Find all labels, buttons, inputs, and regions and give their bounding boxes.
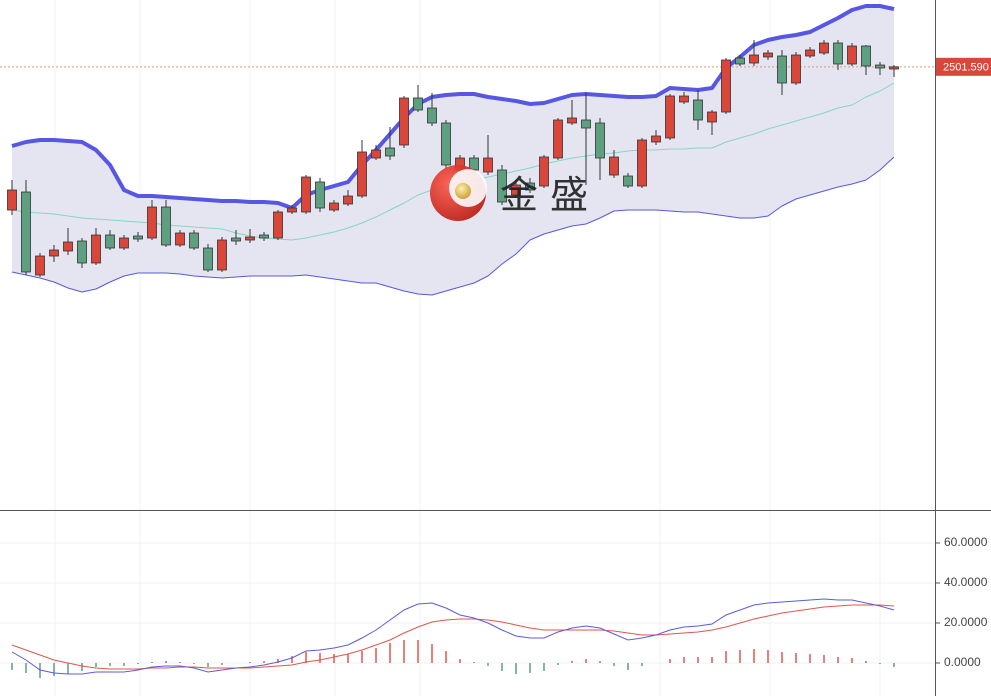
candle-body bbox=[581, 119, 591, 129]
candle-body bbox=[791, 54, 801, 84]
candle-body bbox=[357, 151, 367, 197]
candle-body bbox=[35, 255, 45, 276]
candle-body bbox=[203, 247, 213, 271]
candle-body bbox=[21, 191, 31, 273]
candle-body bbox=[497, 169, 507, 203]
y-tick-label: 40.0000 bbox=[944, 575, 988, 589]
candle-body bbox=[637, 139, 647, 187]
candle-body bbox=[777, 55, 787, 84]
candle-body bbox=[147, 206, 157, 239]
candle-body bbox=[7, 189, 17, 211]
candle-body bbox=[595, 122, 605, 159]
candle-body bbox=[413, 97, 423, 111]
candle-body bbox=[77, 240, 87, 264]
candle-body bbox=[217, 239, 227, 271]
candle-body bbox=[259, 234, 269, 239]
candle-body bbox=[651, 135, 661, 143]
candle-body bbox=[623, 175, 633, 187]
candle-body bbox=[889, 66, 899, 70]
candle-body bbox=[665, 95, 675, 139]
price-axis: 2501.590 0.0000 20.0000 40.0000 60.0000 bbox=[935, 57, 991, 669]
dif-line bbox=[11, 598, 895, 675]
candle-body bbox=[693, 99, 703, 121]
candle-body bbox=[805, 49, 815, 57]
y-tick-label: 20.0000 bbox=[944, 615, 988, 629]
candle-body bbox=[539, 156, 549, 187]
candle-body bbox=[679, 95, 689, 103]
candle-body bbox=[511, 184, 521, 196]
candle-body bbox=[161, 206, 171, 246]
candles bbox=[0, 40, 935, 277]
y-tick-label: 0.0000 bbox=[944, 655, 981, 669]
candle-body bbox=[273, 211, 283, 239]
candle-body bbox=[49, 249, 59, 257]
candle-body bbox=[105, 234, 115, 249]
candle-body bbox=[441, 122, 451, 166]
candle-body bbox=[819, 42, 829, 54]
price-label-box bbox=[936, 57, 991, 76]
band-upper bbox=[11, 4, 895, 210]
macd-grid bbox=[0, 542, 935, 664]
candle-body bbox=[847, 45, 857, 65]
candle-body bbox=[329, 202, 339, 211]
candle-body bbox=[133, 235, 143, 240]
candle-body bbox=[63, 241, 73, 252]
candle-body bbox=[189, 232, 199, 249]
candle-body bbox=[567, 117, 577, 124]
price-label: 2501.590 bbox=[943, 62, 989, 74]
candle-body bbox=[833, 42, 843, 65]
logo-ball bbox=[455, 183, 471, 199]
watermark-text: 金盛 bbox=[500, 175, 600, 217]
candle-body bbox=[861, 45, 871, 67]
macd bbox=[11, 598, 895, 678]
candle-body bbox=[399, 97, 409, 146]
dea-line bbox=[11, 604, 895, 670]
band-lower bbox=[11, 156, 895, 296]
candle-body bbox=[525, 182, 535, 191]
candle-body bbox=[875, 64, 885, 69]
candle-body bbox=[287, 207, 297, 213]
candle-body bbox=[231, 237, 241, 242]
candle-body bbox=[721, 59, 731, 113]
candle-body bbox=[763, 52, 773, 58]
watermark: 金盛 bbox=[430, 165, 600, 221]
candle-body bbox=[175, 232, 185, 246]
band-fill bbox=[12, 6, 894, 295]
candle-body bbox=[371, 149, 381, 159]
candle-body bbox=[343, 195, 353, 205]
candle-body bbox=[483, 157, 493, 173]
candle-body bbox=[707, 111, 717, 123]
candle-body bbox=[735, 57, 745, 65]
candle-body bbox=[553, 119, 563, 159]
y-tick-label: 60.0000 bbox=[944, 535, 988, 549]
candle-body bbox=[245, 236, 255, 241]
candle-body bbox=[749, 54, 759, 64]
candle-body bbox=[609, 156, 619, 176]
candle-body bbox=[119, 237, 129, 249]
candle-body bbox=[91, 234, 101, 264]
candle-body bbox=[301, 176, 311, 213]
candle-body bbox=[315, 181, 325, 209]
candle-body bbox=[427, 107, 437, 124]
candle-body bbox=[385, 147, 395, 157]
